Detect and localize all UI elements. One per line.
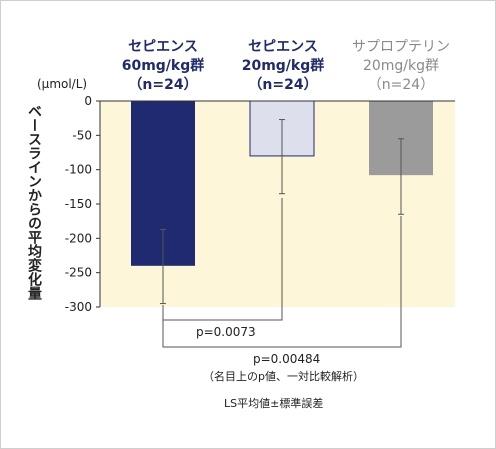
y-tick-label: 0: [84, 94, 92, 108]
p-value-comparison-1: p=0.0073: [196, 325, 256, 339]
group-header-dose: 20mg/kg群: [241, 58, 325, 74]
y-tick-label: -250: [65, 266, 92, 280]
group-header-n: （n=24）: [367, 77, 435, 93]
group-header-dose: 60mg/kg群: [121, 58, 205, 74]
y-tick-label: -200: [65, 231, 92, 245]
y-tick-label: -300: [65, 300, 92, 314]
group-header-name: セピエンス: [248, 39, 318, 55]
group-header-n: （n=24）: [128, 77, 198, 93]
group-header-sapropterin-20: サプロプテリン 20mg/kg群 （n=24）: [336, 38, 466, 95]
group-header-n: （n=24）: [248, 77, 318, 93]
footnote: LS平均値±標準誤差: [224, 397, 324, 410]
p-value-comparison-2: p=0.00484: [253, 352, 321, 366]
y-axis: 0 -50 -100 -150 -200 -250 -300: [65, 94, 455, 314]
group-header-name: セピエンス: [128, 39, 198, 55]
group-header-sepiens-20: セピエンス 20mg/kg群 （n=24）: [223, 38, 343, 95]
y-axis-title: ベースラインからの平均変化量: [26, 104, 42, 300]
comparison-brackets: [162, 198, 402, 348]
group-header-sepiens-60: セピエンス 60mg/kg群 （n=24）: [103, 38, 223, 95]
comparison-bracket: [162, 216, 402, 348]
y-tick-label: -100: [65, 163, 92, 177]
error-bars: [160, 119, 404, 305]
y-tick-label: -50: [72, 128, 92, 142]
p-value-note: （名目上のp値、一対比較解析）: [203, 370, 364, 383]
group-header-dose: 20mg/kg群: [362, 58, 440, 74]
y-tick-label: -150: [65, 197, 92, 211]
y-unit-label: (μmol/L): [37, 77, 88, 91]
group-header-name: サプロプテリン: [352, 39, 450, 55]
